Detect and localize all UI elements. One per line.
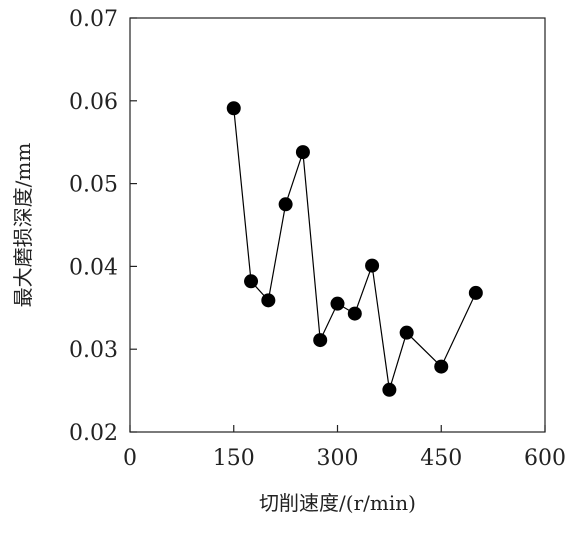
plot-frame <box>129 17 546 433</box>
x-tick-label: 450 <box>420 446 462 471</box>
data-point <box>468 285 483 300</box>
data-point <box>261 293 276 308</box>
y-tick-label: 0.07 <box>69 7 118 32</box>
data-points <box>226 101 483 397</box>
data-point <box>313 333 328 348</box>
data-point <box>399 325 414 340</box>
y-tick-label: 0.02 <box>69 421 118 446</box>
data-point <box>382 382 397 397</box>
y-tick-label: 0.03 <box>69 338 118 363</box>
data-point <box>365 258 380 273</box>
x-axis-label: 切削速度/(r/min) <box>259 491 416 515</box>
y-tick-label: 0.05 <box>69 173 118 198</box>
y-axis-label: 最大磨损深度/mm <box>11 143 35 308</box>
series-line <box>233 108 477 390</box>
y-axis: 0.02 0.03 0.04 0.05 0.06 0.07 <box>69 7 137 446</box>
data-point <box>434 359 449 374</box>
x-tick-label: 150 <box>213 446 255 471</box>
data-point <box>244 274 259 289</box>
data-point <box>347 306 362 321</box>
x-tick-label: 0 <box>123 446 137 471</box>
y-tick-label: 0.04 <box>69 255 118 280</box>
data-point <box>295 145 310 160</box>
data-point <box>330 296 345 311</box>
x-tick-label: 300 <box>317 446 359 471</box>
x-tick-label: 600 <box>524 446 566 471</box>
y-tick-label: 0.06 <box>69 90 118 115</box>
x-axis: 0 150 300 450 600 <box>123 425 566 471</box>
data-point <box>278 197 293 212</box>
data-point <box>226 101 241 116</box>
